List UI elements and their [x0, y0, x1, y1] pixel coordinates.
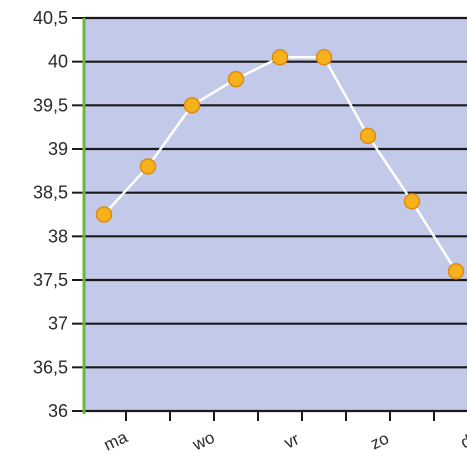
- y-tick-label: 39,5: [33, 95, 68, 115]
- y-tick-label: 37,5: [33, 270, 68, 290]
- data-point: [139, 158, 157, 175]
- x-day-label: di: [458, 430, 467, 453]
- y-tick-label: 36,5: [33, 357, 68, 377]
- data-point: [315, 49, 333, 66]
- x-day-label: ma: [101, 427, 131, 454]
- y-tick-label: 37: [48, 314, 68, 334]
- x-day-label: zo: [368, 429, 392, 454]
- data-point: [447, 263, 465, 280]
- x-day-label: vr: [281, 429, 302, 452]
- y-tick-label: 38,5: [33, 183, 68, 203]
- y-tick-labels: 36 36,5 37 37,5 38 38,5 39 39,5 40 40,5: [33, 8, 68, 421]
- x-day-label: wo: [189, 428, 218, 455]
- y-tick-label: 38: [48, 226, 68, 246]
- y-tick-label: 40: [48, 52, 68, 72]
- data-point: [183, 97, 201, 114]
- y-tick-label: 39: [48, 139, 68, 159]
- data-point: [271, 49, 289, 66]
- plot-background: [84, 18, 467, 412]
- data-points: [95, 49, 465, 280]
- y-axis-ticks: [72, 17, 84, 412]
- y-tick-label: 36: [48, 401, 68, 421]
- x-day-labels: ma wo vr zo di: [101, 427, 467, 454]
- y-tick-label: 40,5: [33, 8, 68, 28]
- data-point: [403, 193, 421, 210]
- data-point: [359, 127, 377, 145]
- x-axis-ticks: [125, 411, 435, 421]
- data-point: [95, 206, 113, 223]
- data-point: [227, 70, 245, 88]
